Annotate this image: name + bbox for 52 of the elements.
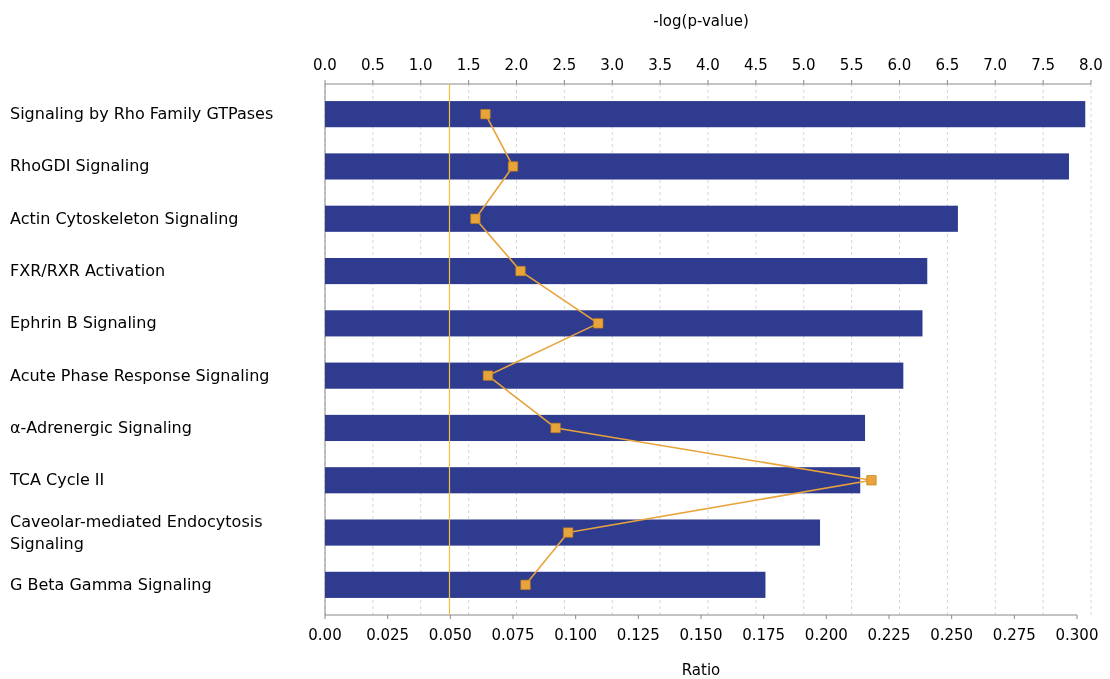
- y-tick-label: Ephrin B Signaling: [10, 313, 157, 333]
- y-tick-label: Signaling by Rho Family GTPases: [10, 104, 274, 124]
- x2-tick-label: 5.5: [839, 56, 864, 74]
- x-tick-label: 0.100: [554, 626, 598, 644]
- x-tick-label: 0.250: [930, 626, 974, 644]
- x2-axis-title: -log(p-value): [653, 12, 749, 30]
- x-tick-label: 0.175: [742, 626, 786, 644]
- x-tick-label: 0.200: [804, 626, 848, 644]
- x-axis-title: Ratio: [681, 661, 721, 679]
- x2-tick-label: 1.0: [408, 56, 433, 74]
- x2-tick-label: 0.5: [360, 56, 385, 74]
- x2-tick-label: 3.5: [648, 56, 673, 74]
- y-tick-label: α-Adrenergic Signaling: [10, 417, 192, 437]
- y-tick-label: Caveolar-mediated Endocytosis Signaling: [10, 511, 263, 553]
- x-tick-label: 0.300: [1055, 626, 1099, 644]
- x-tick-label: 0.125: [616, 626, 660, 644]
- point: [507, 161, 519, 172]
- x2-tick-label: 6.0: [887, 56, 912, 74]
- x-tick-label: 0.050: [428, 626, 472, 644]
- point: [550, 422, 561, 433]
- x-tick-label: 0.025: [366, 626, 410, 644]
- x2-tick-label: 8.0: [1079, 56, 1103, 74]
- point: [563, 527, 574, 538]
- point: [480, 109, 491, 120]
- point: [866, 475, 877, 486]
- x2-tick-label: 2.0: [504, 56, 529, 74]
- point: [470, 213, 481, 224]
- point: [520, 579, 531, 590]
- x2-tick-label: 4.5: [743, 56, 768, 74]
- x-tick-label: 0.225: [867, 626, 911, 644]
- point: [515, 266, 526, 277]
- x-tick-label: 0.00: [308, 626, 342, 644]
- x-tick-label: 0.150: [679, 626, 723, 644]
- point: [482, 370, 493, 381]
- x-tick-label: 0.075: [491, 626, 535, 644]
- y-tick-label: Actin Cytoskeleton Signaling: [10, 208, 239, 228]
- x2-tick-label: 4.0: [696, 56, 720, 74]
- x2-tick-label: 6.5: [935, 56, 960, 74]
- x2-tick-label: 0.0: [313, 56, 337, 74]
- x2-tick-label: 5.0: [791, 56, 816, 74]
- x2-tick-label: 7.0: [983, 56, 1008, 74]
- x2-tick-label: 1.5: [456, 56, 481, 74]
- y-tick-label: RhoGDI Signaling: [10, 156, 150, 176]
- x-tick-label: 0.275: [992, 626, 1036, 644]
- point: [593, 318, 604, 329]
- y-tick-label: Acute Phase Response Signaling: [10, 365, 270, 385]
- y-tick-label: G Beta Gamma Signaling: [10, 574, 212, 594]
- y-tick-label: TCA Cycle II: [9, 470, 105, 490]
- x2-tick-label: 3.0: [600, 56, 625, 74]
- y-tick-label: FXR/RXR Activation: [10, 261, 166, 281]
- x2-tick-label: 2.5: [552, 56, 577, 74]
- x2-tick-label: 7.5: [1031, 56, 1056, 74]
